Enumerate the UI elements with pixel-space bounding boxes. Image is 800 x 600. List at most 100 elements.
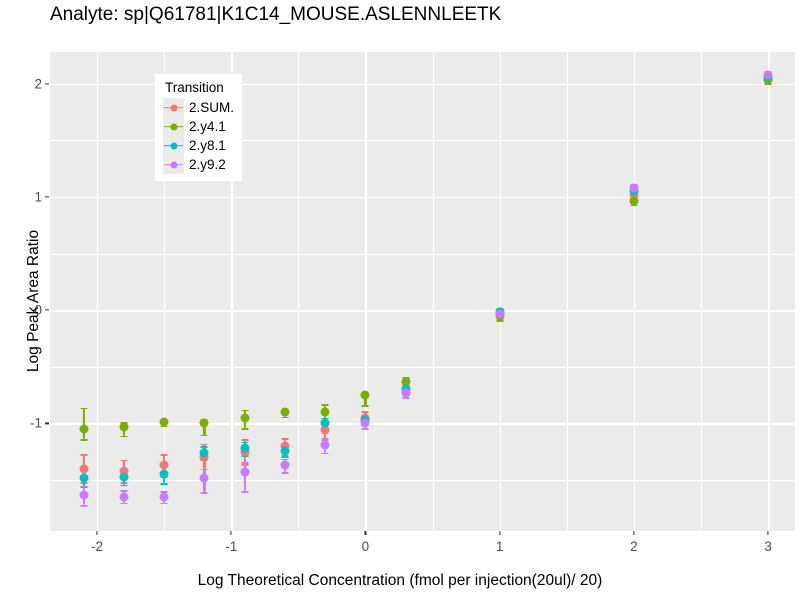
legend-title: Transition [165, 80, 224, 95]
gridline-minor-horizontal [50, 140, 795, 142]
data-point [199, 452, 209, 462]
data-point [320, 418, 330, 428]
x-axis-tick-label: -2 [90, 539, 103, 554]
legend-item-label: 2.y8.1 [189, 138, 226, 153]
error-bar [243, 461, 246, 492]
error-bar-cap [160, 453, 168, 456]
data-point [280, 446, 290, 456]
page-title: Analyte: sp|Q61781|K1C14_MOUSE.ASLENNLEE… [50, 4, 502, 25]
legend-item: 2.SUM. [163, 98, 234, 117]
y-axis-tick-mark [45, 422, 49, 425]
error-bar-cap [321, 438, 329, 440]
error-bar-cap [200, 434, 208, 437]
y-axis-tick-label: 2 [34, 76, 42, 92]
data-point [360, 390, 370, 400]
error-bar-cap [361, 427, 369, 430]
legend-key-point [170, 104, 177, 111]
error-bar-cap [120, 459, 128, 462]
y-axis-tick-mark [45, 83, 49, 85]
gridline-major-vertical [365, 52, 367, 531]
x-axis-tick-mark [633, 531, 635, 535]
error-bar-cap [120, 490, 128, 492]
data-point [79, 464, 89, 474]
data-point [119, 422, 129, 432]
x-axis-tick-mark [499, 531, 501, 535]
data-point [199, 418, 209, 428]
legend-key-swatch [163, 136, 184, 155]
data-point [401, 377, 411, 387]
gridline-major-vertical [633, 52, 636, 531]
legend-key-point [170, 142, 177, 149]
data-point [629, 183, 639, 193]
error-bar-cap [496, 320, 504, 322]
error-bar-cap [402, 397, 410, 399]
data-point [240, 467, 250, 477]
data-point [629, 196, 639, 206]
error-bar [82, 407, 85, 440]
data-point [79, 424, 89, 434]
x-axis-tick-mark [230, 531, 232, 535]
y-axis-tick-label: 1 [34, 189, 42, 205]
data-point [79, 490, 89, 500]
data-point [119, 472, 129, 482]
data-point [159, 469, 169, 479]
x-axis-title: Log Theoretical Concentration (fmol per … [197, 572, 603, 589]
error-bar-cap [281, 472, 289, 474]
gridline-major-horizontal [50, 83, 795, 86]
y-axis-tick-label: 0 [34, 302, 42, 318]
legend-item-label: 2.SUM. [189, 100, 235, 115]
gridline-minor-horizontal [50, 253, 795, 255]
error-bar-cap [120, 435, 128, 438]
gridline-major-vertical [231, 52, 233, 531]
data-point [199, 473, 209, 483]
data-point [240, 413, 250, 423]
gridline-minor-vertical [566, 52, 568, 531]
legend-key-swatch [163, 155, 184, 174]
gridline-major-vertical [768, 52, 770, 531]
data-point [763, 70, 773, 80]
x-axis-tick-label: 1 [495, 539, 504, 554]
legend-key-point [170, 161, 177, 168]
error-bar-cap [241, 441, 249, 444]
error-bar-cap [241, 491, 249, 493]
legend-items: 2.SUM. 2.y4.1 2.y8.1 2.y9.2 [163, 98, 234, 174]
gridline-minor-vertical [432, 52, 434, 531]
x-axis-tick-mark [364, 531, 367, 535]
gridline-minor-horizontal [50, 366, 795, 368]
error-bar-cap [281, 438, 289, 440]
gridline-major-vertical [96, 52, 99, 531]
x-axis-tick-label: 3 [764, 539, 772, 554]
legend-item-label: 2.y4.1 [189, 119, 226, 134]
data-point [401, 388, 411, 398]
y-axis-title: Log Peak Area Ratio [25, 229, 42, 373]
x-axis-tick-label: 0 [361, 539, 370, 554]
error-bar-cap [361, 410, 369, 413]
data-point [159, 492, 169, 502]
data-point [199, 448, 209, 458]
error-bar-cap [120, 484, 128, 487]
data-point [280, 407, 290, 417]
data-point [280, 441, 290, 451]
error-bar-cap [80, 504, 88, 507]
error-bar-cap [80, 439, 88, 441]
error-bar-cap [361, 405, 369, 407]
legend-item-label: 2.y9.2 [189, 157, 226, 172]
data-point [159, 460, 169, 470]
gridline-major-horizontal [50, 423, 795, 425]
error-bar-cap [120, 502, 128, 505]
error-bar-cap [321, 417, 329, 420]
error-bar-cap [241, 439, 249, 441]
legend-key-swatch [163, 117, 184, 136]
legend-item: 2.y4.1 [163, 117, 234, 136]
gridline-major-vertical [499, 52, 502, 531]
data-point [159, 417, 169, 427]
error-bar-cap [281, 458, 289, 461]
error-bar-cap [200, 492, 208, 495]
error-bar-cap [241, 461, 249, 464]
error-bar-cap [321, 404, 329, 406]
legend-key-point [170, 123, 177, 130]
x-axis-tick-label: 2 [630, 539, 638, 554]
data-point [360, 418, 370, 428]
legend: Transition 2.SUM. 2.y4.1 2.y8.1 2.y9.2 [155, 74, 243, 181]
